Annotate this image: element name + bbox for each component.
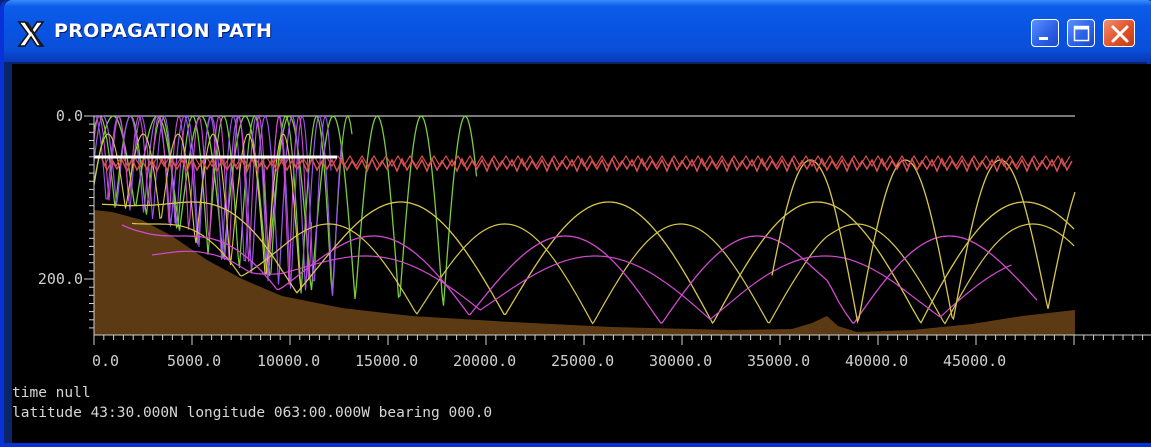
x-tick-label: 30000.0: [649, 352, 712, 370]
propagation-plot: 0.0 200.0 0.0 5000.0 10000.0 15000.0 200…: [38, 107, 1151, 370]
bathymetry-fill: [94, 210, 1075, 335]
x-tick-label: 10000.0: [257, 352, 320, 370]
minimize-button[interactable]: [1031, 19, 1059, 47]
close-button[interactable]: [1103, 19, 1135, 47]
ray-path: [121, 224, 1038, 324]
x-tick-label: 20000.0: [453, 352, 516, 370]
maximize-button[interactable]: [1067, 19, 1095, 47]
x-logo-icon: [17, 21, 45, 47]
ray-path: [771, 159, 1076, 324]
x-tick-label: 40000.0: [845, 352, 908, 370]
ray-path: [131, 222, 1075, 325]
window-title: PROPAGATION PATH: [54, 20, 273, 42]
x-tick-label: 35000.0: [747, 352, 810, 370]
position-status: latitude 43:30.000N longitude 063:00.000…: [12, 405, 493, 421]
x-tick-label: 45000.0: [943, 352, 1006, 370]
title-bar[interactable]: PROPAGATION PATH: [4, 0, 1151, 62]
ray-path: [93, 114, 332, 289]
close-icon: [1111, 25, 1129, 43]
x-ticks: [93, 335, 1144, 345]
plot-area: 0.0 200.0 0.0 5000.0 10000.0 15000.0 200…: [12, 64, 1151, 443]
y-tick-label: 200.0: [38, 270, 83, 288]
y-ticks: [84, 115, 94, 329]
maximize-icon: [1073, 25, 1090, 42]
minimize-icon: [1039, 37, 1048, 40]
ray-path: [101, 201, 1075, 325]
ray-path: [93, 133, 302, 289]
x-tick-label: 25000.0: [551, 352, 614, 370]
ray-path: [93, 114, 313, 285]
x-tick-label: 5000.0: [167, 352, 221, 370]
x-tick-label: 0.0: [92, 352, 119, 370]
ray-paths: [93, 114, 1076, 325]
y-tick-label: 0.0: [56, 107, 83, 125]
time-status: time null: [12, 385, 91, 401]
x-tick-label: 15000.0: [355, 352, 418, 370]
seafloor: [94, 210, 1075, 335]
